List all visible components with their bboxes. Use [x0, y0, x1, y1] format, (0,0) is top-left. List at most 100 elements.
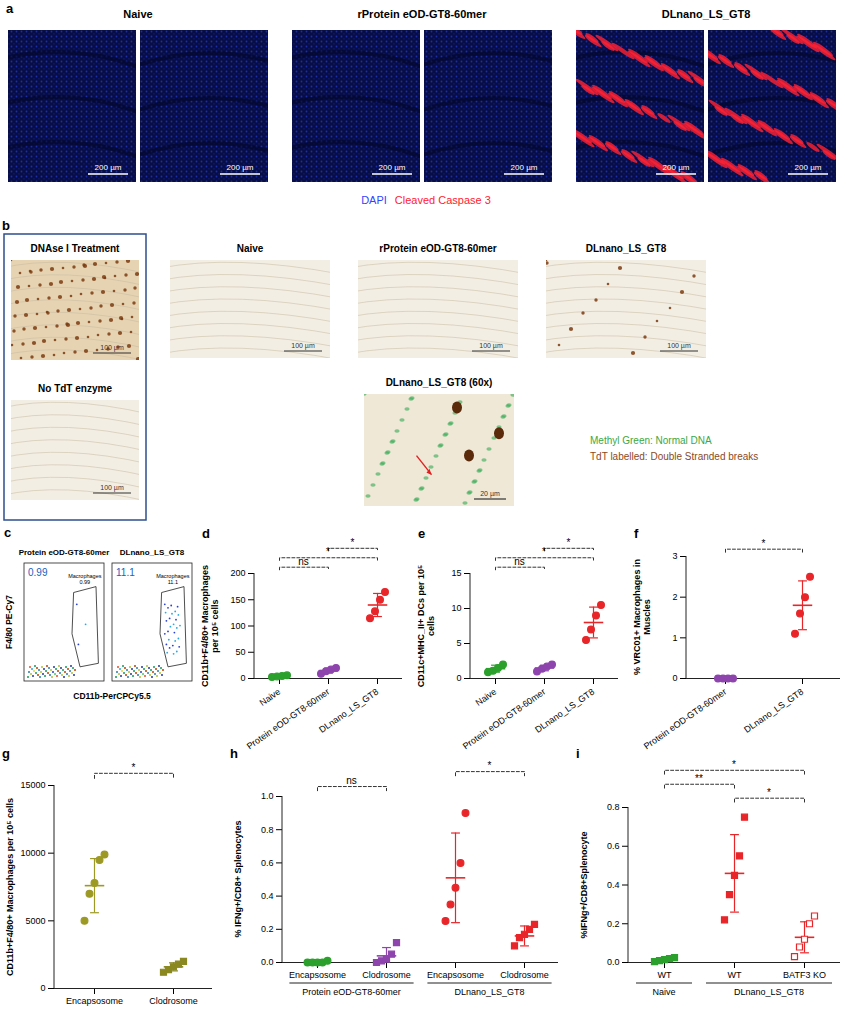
svg-text:Encapsosome: Encapsosome: [427, 970, 484, 980]
svg-text:200 µm: 200 µm: [227, 163, 254, 172]
svg-text:200 µm: 200 µm: [795, 163, 822, 172]
svg-text:0.8: 0.8: [261, 825, 274, 835]
svg-text:BATF3 KO: BATF3 KO: [783, 970, 826, 980]
svg-text:Naive: Naive: [474, 687, 499, 708]
svg-text:Protein eOD-GT8-60mer: Protein eOD-GT8-60mer: [245, 687, 331, 752]
svg-text:200 µm: 200 µm: [511, 163, 538, 172]
svg-text:*: *: [351, 537, 355, 548]
svg-text:1: 1: [672, 633, 677, 643]
html-text:CD11b+F4/80+ Macrophages per 1: CD11b+F4/80+ Macrophages per 10⁵ cells: [200, 564, 220, 687]
svg-text:200 µm: 200 µm: [379, 163, 406, 172]
svg-text:200 µm: 200 µm: [95, 163, 122, 172]
svg-text:1.0: 1.0: [261, 791, 274, 801]
svg-text:*: *: [326, 546, 330, 557]
svg-text:100 µm: 100 µm: [100, 484, 124, 492]
svg-text:0: 0: [40, 983, 45, 993]
svg-text:0: 0: [672, 673, 677, 683]
svg-text:c: c: [4, 525, 11, 540]
svg-text:0.2: 0.2: [607, 919, 620, 929]
html-text:CD11c+MHC_II+ DCs per 10⁵ cell: CD11c+MHC_II+ DCs per 10⁵ cells: [416, 564, 436, 687]
svg-text:3: 3: [672, 551, 677, 561]
svg-text:200: 200: [230, 568, 245, 578]
svg-text:*: *: [488, 760, 492, 771]
svg-text:100 µm: 100 µm: [667, 342, 691, 350]
svg-text:DAPICleaved Caspase 3: DAPICleaved Caspase 3: [361, 194, 491, 206]
svg-text:Encapsosome: Encapsosome: [289, 970, 346, 980]
svg-text:50: 50: [235, 647, 245, 657]
svg-text:DNAse I Treatment: DNAse I Treatment: [31, 243, 121, 254]
svg-text:ns: ns: [346, 775, 357, 786]
svg-text:200 µm: 200 µm: [663, 163, 690, 172]
svg-text:0.2: 0.2: [261, 924, 274, 934]
svg-text:Clodrosome: Clodrosome: [500, 970, 549, 980]
svg-text:20 µm: 20 µm: [480, 490, 500, 498]
svg-text:DLnano_LS_GT8: DLnano_LS_GT8: [662, 8, 751, 20]
svg-text:DLnano_LS_GT8: DLnano_LS_GT8: [317, 687, 380, 735]
svg-text:rProtein eOD-GT8-60mer: rProtein eOD-GT8-60mer: [379, 243, 496, 254]
svg-text:0.6: 0.6: [261, 858, 274, 868]
svg-text:11.1: 11.1: [116, 567, 135, 578]
svg-text:Protein eOD-GT8-60mer: Protein eOD-GT8-60mer: [302, 987, 401, 997]
svg-text:100 µm: 100 µm: [291, 342, 315, 350]
svg-text:*: *: [542, 546, 546, 557]
svg-text:DLnano_LS_GT8: DLnano_LS_GT8: [586, 243, 667, 254]
svg-text:*: *: [767, 787, 771, 798]
svg-text:Naive: Naive: [258, 687, 283, 708]
svg-text:*: *: [567, 537, 571, 548]
svg-text:DLnano_LS_GT8: DLnano_LS_GT8: [742, 687, 805, 735]
svg-text:ns: ns: [514, 556, 525, 567]
svg-text:Clodrosome: Clodrosome: [149, 996, 198, 1006]
svg-text:WT: WT: [728, 970, 742, 980]
svg-text:0.8: 0.8: [607, 802, 620, 812]
svg-text:15000: 15000: [20, 780, 45, 790]
svg-text:100 µm: 100 µm: [100, 344, 124, 352]
svg-text:Macrophages11.1: Macrophages11.1: [156, 573, 190, 585]
svg-text:0.6: 0.6: [607, 841, 620, 851]
svg-text:DLnano_LS_GT8 (60x): DLnano_LS_GT8 (60x): [386, 377, 493, 388]
svg-text:10000: 10000: [20, 848, 45, 858]
svg-text:2: 2: [672, 592, 677, 602]
svg-text:Naive: Naive: [123, 8, 152, 20]
svg-text:150: 150: [230, 595, 245, 605]
svg-text:0.4: 0.4: [261, 891, 274, 901]
svg-text:Naive: Naive: [652, 987, 675, 997]
svg-text:ns: ns: [298, 556, 309, 567]
svg-text:CD11b-PerCPCy5.5: CD11b-PerCPCy5.5: [73, 691, 151, 701]
svg-text:Protein eOD-GT8-60mer: Protein eOD-GT8-60mer: [19, 548, 110, 557]
svg-text:Protein eOD-GT8-60mer: Protein eOD-GT8-60mer: [461, 687, 547, 752]
svg-text:Clodrosome: Clodrosome: [362, 970, 411, 980]
svg-text:15: 15: [451, 568, 461, 578]
svg-text:0.0: 0.0: [261, 957, 274, 967]
svg-text:TdT labelled: Double Stranded: TdT labelled: Double Stranded breaks: [590, 451, 758, 462]
svg-text:*: *: [132, 762, 136, 773]
svg-text:Encapsosome: Encapsosome: [66, 996, 123, 1006]
svg-text:0: 0: [456, 673, 461, 683]
svg-text:0.4: 0.4: [607, 880, 620, 890]
svg-text:DLnano_LS_GT8: DLnano_LS_GT8: [454, 987, 524, 997]
svg-text:DLnano_LS_GT8: DLnano_LS_GT8: [533, 687, 596, 735]
svg-text:5000: 5000: [25, 916, 45, 926]
svg-text:**: **: [695, 773, 703, 784]
svg-text:rProtein eOD-GT8-60mer: rProtein eOD-GT8-60mer: [358, 8, 488, 20]
svg-text:a: a: [6, 1, 14, 16]
html-text:% VRC01+ Macrophages in Muscle: % VRC01+ Macrophages in Muscles: [632, 559, 652, 675]
svg-text:WT: WT: [658, 970, 672, 980]
svg-text:b: b: [2, 218, 10, 233]
svg-text:*: *: [762, 538, 766, 549]
svg-text:100: 100: [230, 621, 245, 631]
svg-text:10: 10: [451, 603, 461, 613]
svg-text:No TdT enzyme: No TdT enzyme: [38, 383, 112, 394]
svg-text:100 µm: 100 µm: [479, 342, 503, 350]
svg-text:Protein eOD-GT8-60mer: Protein eOD-GT8-60mer: [642, 687, 728, 752]
svg-text:Methyl Green: Normal DNA: Methyl Green: Normal DNA: [590, 435, 712, 446]
svg-text:0.0: 0.0: [607, 957, 620, 967]
svg-text:0.99: 0.99: [28, 567, 48, 578]
svg-text:DLnano_LS_GT8: DLnano_LS_GT8: [120, 548, 185, 557]
svg-text:F4/80 PE-Cy7: F4/80 PE-Cy7: [4, 595, 14, 649]
svg-text:5: 5: [456, 638, 461, 648]
svg-text:0: 0: [240, 673, 245, 683]
svg-text:DLnano_LS_GT8: DLnano_LS_GT8: [734, 987, 804, 997]
svg-text:Macrophages0.99: Macrophages0.99: [68, 573, 102, 585]
svg-text:*: *: [732, 759, 736, 770]
svg-text:Naive: Naive: [237, 243, 264, 254]
